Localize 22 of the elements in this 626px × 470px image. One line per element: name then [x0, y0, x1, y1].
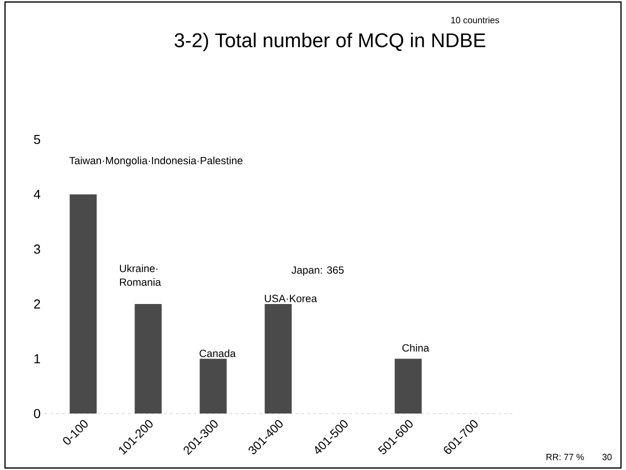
y-tick-label: 1 [34, 354, 40, 364]
chart-title: 3-2) Total number of MCQ in NDBE [174, 32, 486, 52]
y-tick-label: 3 [34, 244, 40, 254]
bar [200, 358, 227, 414]
annotation: Romania [120, 278, 162, 286]
bar [394, 358, 422, 414]
text: RR: 77 % [546, 454, 584, 460]
y-tick-label: 4 [34, 190, 40, 199]
bar [134, 304, 162, 414]
annotation: Canada [200, 349, 236, 358]
y-tick-label: 2 [34, 299, 40, 308]
text: 30 [602, 454, 612, 460]
text: 10 countries [451, 16, 500, 24]
annotation: Japan: 365 [292, 266, 344, 276]
bar [70, 194, 97, 414]
annotation: USA·Korea [264, 294, 318, 302]
y-tick-label: 0 [34, 408, 40, 418]
y-tick-label: 5 [34, 135, 40, 144]
annotation: Ukraine· [120, 264, 158, 272]
bar [264, 304, 292, 414]
annotation: China [402, 344, 430, 352]
annotation: Taiwan·Mongolia·Indonesia·Palestine [69, 156, 242, 166]
